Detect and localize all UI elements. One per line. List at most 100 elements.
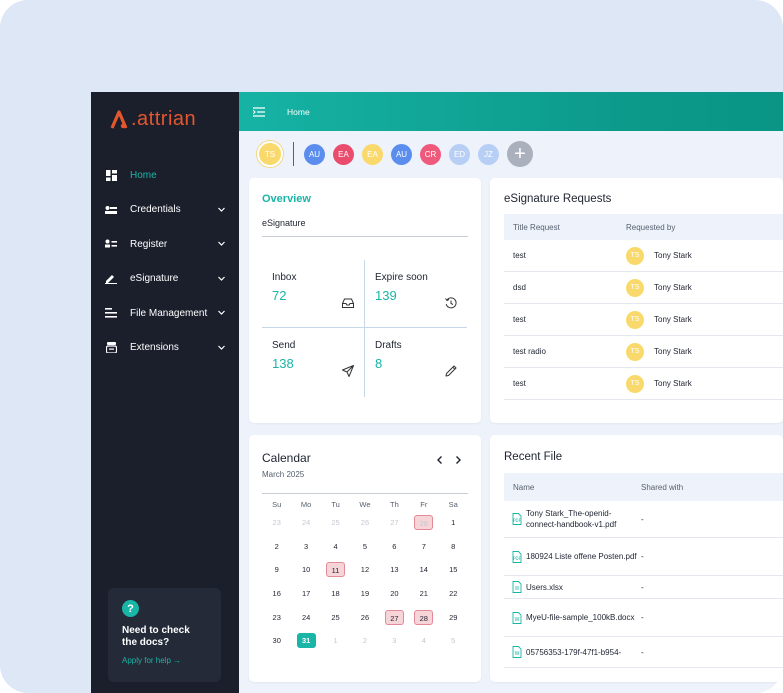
calendar-day[interactable]: 18 bbox=[321, 582, 350, 606]
sidebar-item-label: Home bbox=[130, 169, 157, 181]
requested-by: TS Tony Stark bbox=[626, 374, 692, 393]
table-row[interactable]: dsd TS Tony Stark bbox=[504, 272, 783, 304]
stat-drafts[interactable]: Drafts 8 bbox=[365, 328, 467, 396]
chevron-down-icon[interactable] bbox=[217, 274, 227, 284]
calendar-day[interactable]: 9 bbox=[262, 558, 291, 582]
current-user-avatar[interactable]: TS bbox=[257, 141, 283, 167]
table-row[interactable]: test TS Tony Stark bbox=[504, 240, 783, 272]
calendar-day[interactable]: 19 bbox=[350, 582, 379, 606]
request-title: test bbox=[513, 379, 526, 388]
file-row[interactable]: PDF 180924 Liste offene Posten.pdf - bbox=[504, 538, 783, 576]
calendar-day[interactable]: 2 bbox=[350, 629, 379, 653]
svg-text:W: W bbox=[515, 617, 520, 623]
calendar-day[interactable]: 10 bbox=[291, 558, 320, 582]
sidebar-item-file-management[interactable]: File Management bbox=[91, 296, 239, 331]
next-month-icon[interactable] bbox=[453, 455, 463, 465]
file-row[interactable]: W MyeU-file-sample_100kB.docx - bbox=[504, 599, 783, 637]
chevron-down-icon[interactable] bbox=[217, 308, 227, 318]
sidebar: .attrian Home Credentials Register eSignatu… bbox=[91, 92, 239, 693]
table-row[interactable]: test TS Tony Stark bbox=[504, 368, 783, 400]
avatar[interactable]: ED bbox=[449, 143, 470, 165]
calendar-day[interactable]: 23 bbox=[262, 605, 291, 629]
divider bbox=[364, 260, 365, 397]
stat-inbox[interactable]: Inbox 72 bbox=[262, 260, 364, 328]
avatar[interactable]: JZ bbox=[478, 143, 499, 165]
calendar-day[interactable]: 7 bbox=[409, 535, 438, 559]
weekday-label: Mo bbox=[300, 500, 312, 509]
calendar-day[interactable]: 1 bbox=[439, 511, 468, 535]
calendar-day[interactable]: 22 bbox=[439, 582, 468, 606]
calendar-day[interactable]: 24 bbox=[291, 605, 320, 629]
overview-title: Overview bbox=[262, 193, 311, 205]
calendar-day[interactable]: 21 bbox=[409, 582, 438, 606]
calendar-day[interactable]: 4 bbox=[409, 629, 438, 653]
calendar-day[interactable]: 27 bbox=[380, 605, 409, 629]
file-row[interactable]: W 05756353-179f-47f1-b954- - bbox=[504, 637, 783, 668]
calendar-day[interactable]: 25 bbox=[321, 605, 350, 629]
calendar-day[interactable]: 5 bbox=[350, 535, 379, 559]
calendar-day[interactable]: 11 bbox=[321, 558, 350, 582]
avatar[interactable]: CR bbox=[420, 143, 441, 165]
avatar[interactable]: EA bbox=[333, 143, 354, 165]
sidebar-item-credentials[interactable]: Credentials bbox=[91, 193, 239, 228]
calendar-day[interactable]: 20 bbox=[380, 582, 409, 606]
file-name: Users.xlsx bbox=[526, 582, 563, 592]
calendar-day[interactable]: 16 bbox=[262, 582, 291, 606]
day-number: 5 bbox=[451, 636, 456, 646]
calendar-week: 16 17 18 19 20 21 22 bbox=[262, 582, 468, 606]
previous-month-icon[interactable] bbox=[435, 455, 445, 465]
file-row[interactable]: PDF Tony Stark_The-openid-connect-handboo… bbox=[504, 501, 783, 538]
breadcrumb[interactable]: Home bbox=[287, 106, 310, 117]
avatar[interactable]: AU bbox=[304, 143, 325, 165]
calendar-day[interactable]: 28 bbox=[409, 605, 438, 629]
calendar-day-today[interactable]: 31 bbox=[291, 629, 320, 653]
calendar-day[interactable]: 3 bbox=[380, 629, 409, 653]
calendar-day[interactable]: 6 bbox=[380, 535, 409, 559]
calendar-day[interactable]: 1 bbox=[321, 629, 350, 653]
calendar-day[interactable]: 28 bbox=[409, 511, 438, 535]
calendar-day[interactable]: 3 bbox=[291, 535, 320, 559]
sidebar-item-home[interactable]: Home bbox=[91, 158, 239, 193]
chevron-down-icon[interactable] bbox=[217, 205, 227, 215]
calendar-day[interactable]: 14 bbox=[409, 558, 438, 582]
calendar-day[interactable]: 17 bbox=[291, 582, 320, 606]
day-number: 8 bbox=[451, 541, 456, 551]
chevron-down-icon[interactable] bbox=[217, 343, 227, 353]
menu-collapse-icon[interactable] bbox=[253, 106, 265, 117]
table-row[interactable]: test radio TS Tony Stark bbox=[504, 336, 783, 368]
day-number: 20 bbox=[390, 589, 399, 599]
stat-expire-soon[interactable]: Expire soon 139 bbox=[365, 260, 467, 328]
brand-logo[interactable]: .attrian bbox=[109, 108, 196, 131]
sidebar-item-esignature[interactable]: eSignature bbox=[91, 262, 239, 297]
table-row[interactable]: test TS Tony Stark bbox=[504, 304, 783, 336]
avatar[interactable]: EA bbox=[362, 143, 383, 165]
calendar-day[interactable]: 23 bbox=[262, 511, 291, 535]
calendar-day[interactable]: 15 bbox=[439, 558, 468, 582]
column-title-request: Title Request bbox=[513, 222, 560, 232]
add-member-button[interactable]: + bbox=[507, 141, 533, 167]
calendar-day[interactable]: 5 bbox=[439, 629, 468, 653]
shared-with: - bbox=[641, 582, 644, 592]
avatar[interactable]: AU bbox=[391, 143, 412, 165]
calendar-day[interactable]: 26 bbox=[350, 605, 379, 629]
day-number: 4 bbox=[421, 636, 426, 646]
calendar-day[interactable]: 8 bbox=[439, 535, 468, 559]
calendar-day[interactable]: 24 bbox=[291, 511, 320, 535]
calendar-day[interactable]: 26 bbox=[350, 511, 379, 535]
file-pdf-icon: PDF bbox=[512, 550, 522, 563]
calendar-day[interactable]: 30 bbox=[262, 629, 291, 653]
calendar-day[interactable]: 4 bbox=[321, 535, 350, 559]
calendar-day[interactable]: 25 bbox=[321, 511, 350, 535]
calendar-day[interactable]: 29 bbox=[439, 605, 468, 629]
file-row[interactable]: Users.xlsx - bbox=[504, 576, 783, 599]
calendar-day[interactable]: 27 bbox=[380, 511, 409, 535]
calendar-day[interactable]: 13 bbox=[380, 558, 409, 582]
stat-value: 138 bbox=[272, 356, 294, 371]
calendar-day[interactable]: 2 bbox=[262, 535, 291, 559]
apply-for-help-link[interactable]: Apply for help → bbox=[122, 656, 207, 665]
sidebar-item-register[interactable]: Register bbox=[91, 227, 239, 262]
sidebar-item-extensions[interactable]: Extensions bbox=[91, 331, 239, 366]
chevron-down-icon[interactable] bbox=[217, 239, 227, 249]
stat-send[interactable]: Send 138 bbox=[262, 328, 364, 396]
calendar-day[interactable]: 12 bbox=[350, 558, 379, 582]
